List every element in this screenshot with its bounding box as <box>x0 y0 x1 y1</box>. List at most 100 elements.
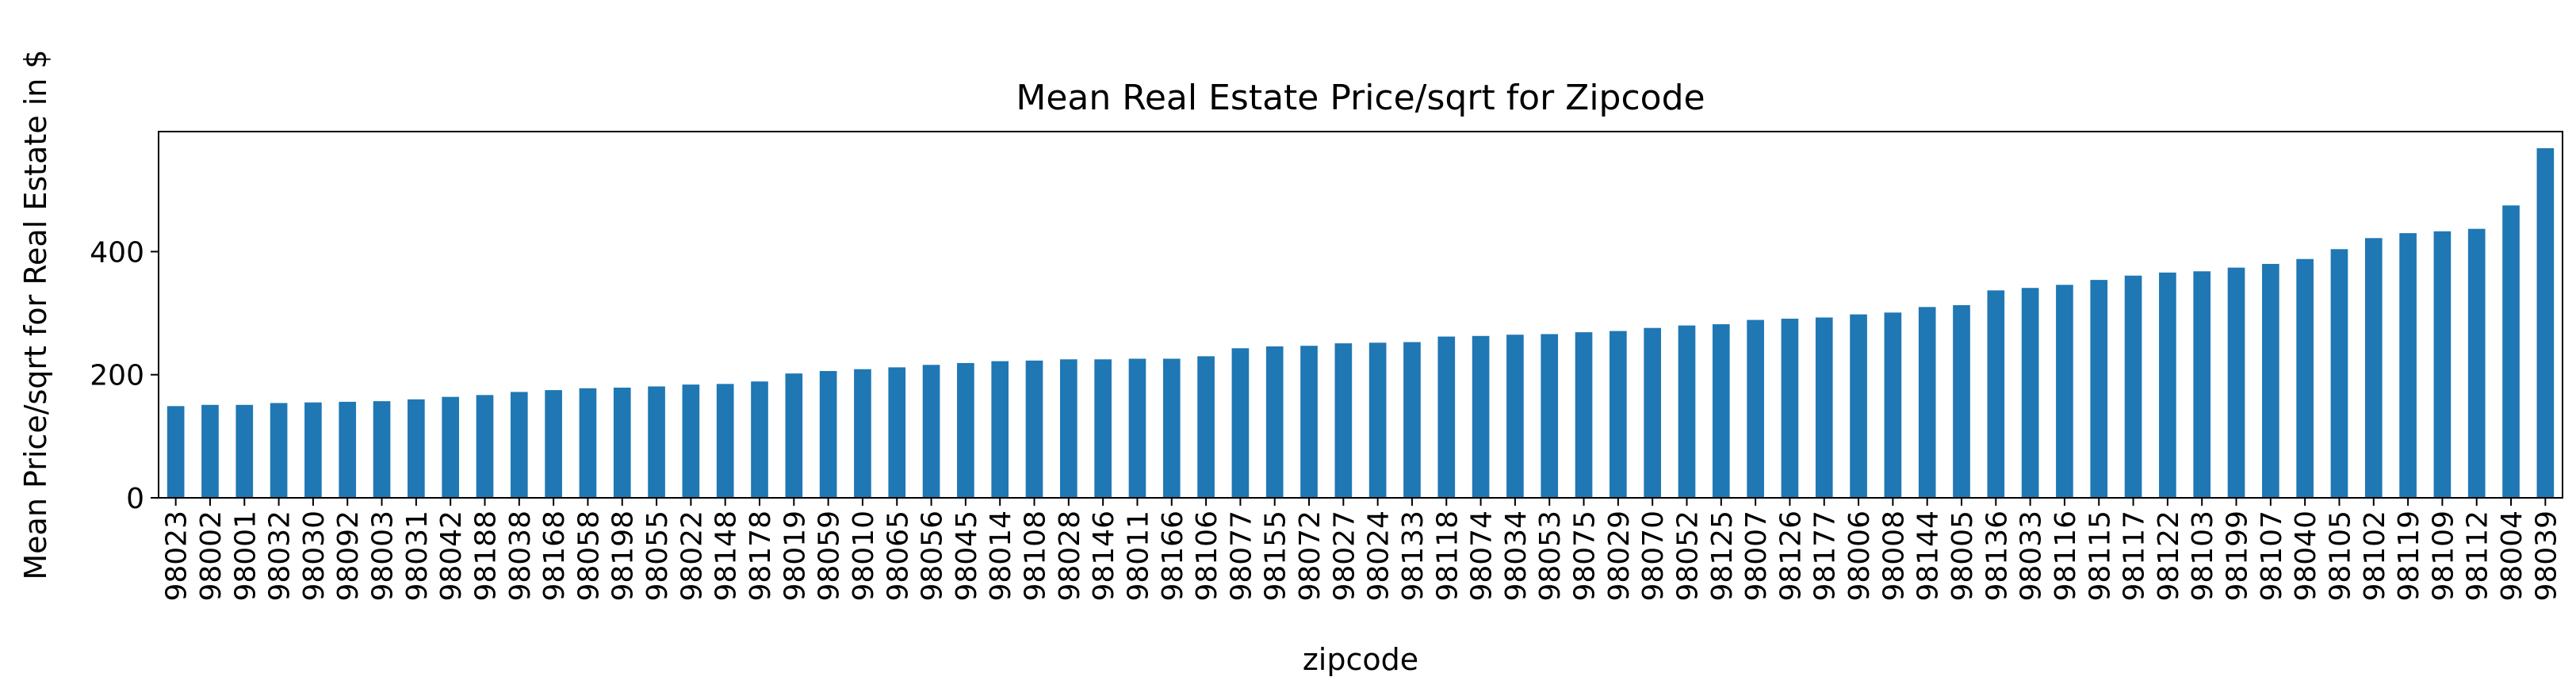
x-tick-label: 98107 <box>2256 511 2288 602</box>
x-tick-label: 98112 <box>2462 511 2494 602</box>
x-tick-label: 98027 <box>1328 511 1361 602</box>
bar-98024 <box>1368 342 1387 498</box>
x-tick-label: 98103 <box>2187 511 2219 602</box>
x-axis-label: zipcode <box>1303 642 1418 677</box>
x-tick-label: 98052 <box>1671 511 1704 602</box>
bar-98027 <box>1334 343 1353 498</box>
x-tick-label: 98168 <box>538 511 571 602</box>
x-tick-label: 98028 <box>1054 511 1086 602</box>
x-tick-label: 98003 <box>367 511 400 602</box>
x-tick-label: 98045 <box>951 511 983 602</box>
x-tick-label: 98115 <box>2084 511 2116 602</box>
bar-98198 <box>613 388 631 498</box>
bar-98065 <box>888 367 906 498</box>
bar-98031 <box>408 399 425 498</box>
x-tick-label: 98198 <box>607 511 640 602</box>
bar-98112 <box>2467 228 2486 498</box>
x-tick-label: 98136 <box>1981 511 2013 602</box>
x-tick-label: 98072 <box>1294 511 1326 602</box>
bar-98118 <box>1437 336 1456 498</box>
bar-98168 <box>545 390 562 498</box>
x-tick-label: 98144 <box>1912 511 1945 602</box>
x-tick-label: 98188 <box>469 511 502 602</box>
bar-98039 <box>2536 147 2555 498</box>
x-tick-label: 98010 <box>848 511 880 602</box>
bar-98075 <box>1575 332 1593 498</box>
bar-98188 <box>476 395 494 498</box>
x-tick-label: 98031 <box>401 511 434 602</box>
bar-98052 <box>1678 325 1696 498</box>
bar-98010 <box>854 369 871 498</box>
x-tick-label: 98039 <box>2530 511 2563 602</box>
bar-98056 <box>922 365 940 498</box>
bar-98117 <box>2124 275 2142 498</box>
bar-98177 <box>1815 317 1833 498</box>
x-tick-label: 98177 <box>1809 511 1842 602</box>
bar-98001 <box>235 404 254 498</box>
x-tick-label: 98019 <box>779 511 811 602</box>
x-tick-label: 98146 <box>1088 511 1120 602</box>
x-tick-label: 98126 <box>1774 511 1807 602</box>
x-tick-label: 98108 <box>1020 511 1052 602</box>
bar-98029 <box>1610 331 1627 498</box>
bar-98115 <box>2090 280 2108 498</box>
bar-98045 <box>957 362 974 498</box>
x-tick-label: 98122 <box>2153 511 2185 602</box>
x-tick-label: 98074 <box>1466 511 1499 602</box>
x-tick-label: 98109 <box>2427 511 2459 602</box>
y-tick-label: 400 <box>90 236 144 269</box>
bar-98103 <box>2193 271 2211 498</box>
x-tick-label: 98117 <box>2119 511 2151 602</box>
bar-98014 <box>991 361 1009 498</box>
x-tick-label: 98166 <box>1157 511 1189 602</box>
bar-98006 <box>1850 314 1867 498</box>
bar-98133 <box>1403 342 1421 498</box>
x-tick-label: 98105 <box>2324 511 2356 602</box>
bar-98144 <box>1918 307 1936 498</box>
bar-98107 <box>2262 263 2279 498</box>
x-tick-label: 98056 <box>917 511 949 602</box>
x-tick-label: 98133 <box>1397 511 1430 602</box>
bar-98004 <box>2502 205 2520 498</box>
bar-98011 <box>1128 358 1146 498</box>
x-tick-label: 98023 <box>161 511 193 602</box>
x-tick-label: 98005 <box>1946 511 1979 602</box>
x-tick-label: 98032 <box>264 511 297 602</box>
x-tick-label: 98092 <box>332 511 365 602</box>
bar-98146 <box>1094 359 1112 498</box>
bar-98005 <box>1953 304 1970 498</box>
x-tick-label: 98116 <box>2050 511 2082 602</box>
x-tick-label: 98008 <box>1877 511 1910 602</box>
x-tick-label: 98053 <box>1534 511 1567 602</box>
bar-98077 <box>1231 348 1250 498</box>
bar-98072 <box>1300 346 1318 498</box>
x-tick-label: 98077 <box>1225 511 1257 602</box>
bar-98102 <box>2364 238 2383 498</box>
bar-98030 <box>304 402 322 498</box>
y-tick-label: 200 <box>90 360 144 392</box>
bar-98002 <box>201 404 219 498</box>
bar-98042 <box>442 396 459 498</box>
bar-98092 <box>339 401 357 498</box>
x-tick-label: 98106 <box>1191 511 1223 602</box>
bar-98032 <box>270 403 288 498</box>
bar-98105 <box>2330 249 2348 498</box>
bar-98126 <box>1781 319 1799 498</box>
bar-98059 <box>819 371 837 498</box>
x-tick-label: 98006 <box>1843 511 1876 602</box>
chart-title: Mean Real Estate Price/sqrt for Zipcode <box>1016 78 1705 118</box>
x-tick-label: 98178 <box>744 511 777 602</box>
x-tick-label: 98119 <box>2393 511 2425 602</box>
x-tick-label: 98042 <box>435 511 468 602</box>
bar-98022 <box>682 384 700 498</box>
bar-98136 <box>1987 290 2005 498</box>
x-tick-label: 98002 <box>195 511 228 602</box>
y-axis-ticks: 0 200 400 <box>90 236 159 515</box>
x-tick-label: 98040 <box>2290 511 2322 602</box>
bar-98106 <box>1197 356 1215 498</box>
y-tick-label: 0 <box>126 483 144 515</box>
x-tick-label: 98004 <box>2496 511 2528 602</box>
bar-98199 <box>2227 267 2245 498</box>
bar-98040 <box>2296 258 2314 498</box>
